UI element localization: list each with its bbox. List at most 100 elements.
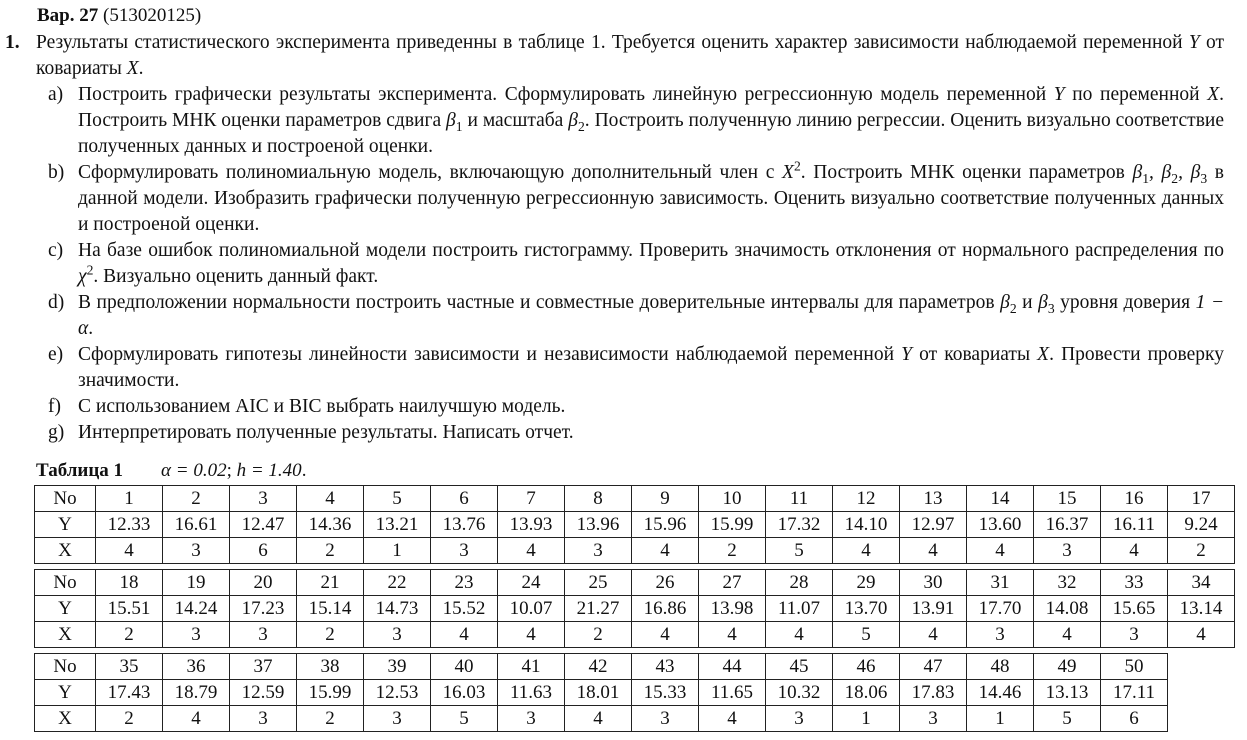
- table-cell: 15.99: [698, 511, 766, 538]
- item-label: f): [48, 396, 61, 417]
- item-label: b): [48, 162, 65, 183]
- table-cell: 20: [229, 569, 297, 596]
- table-cell: 2: [564, 621, 632, 648]
- data-table-block-1: No 1 2 3 4 5 6 7 8 9 10 11 12 13 14 15 16 17 Y 12.33 16.61 12…: [34, 485, 1235, 564]
- table-cell: 1: [363, 537, 431, 564]
- table-cell: 3: [229, 705, 297, 732]
- table-cell: 14: [966, 485, 1034, 512]
- table-cell: 13.93: [497, 511, 565, 538]
- item-label: a): [48, 84, 64, 105]
- table-cell: 17.70: [966, 595, 1034, 622]
- table-cell: 13.21: [363, 511, 431, 538]
- table-cell: 13.60: [966, 511, 1034, 538]
- table-cell: 4: [698, 621, 766, 648]
- table-cell: 13.13: [1033, 679, 1101, 706]
- table-cell: 3: [229, 621, 297, 648]
- table-cell: 17.32: [765, 511, 833, 538]
- math-expression: χ2: [78, 262, 94, 287]
- table-cell: 3: [363, 621, 431, 648]
- table-cell: 30: [899, 569, 967, 596]
- table-cell: 18.06: [832, 679, 900, 706]
- table-cell: 1: [95, 485, 163, 512]
- table-cell: 17.11: [1100, 679, 1168, 706]
- table-cell: 47: [899, 653, 967, 680]
- table-cell: 4: [698, 705, 766, 732]
- table-row-y: Y 15.51 14.24 17.23 15.14 14.73 15.52 10.07 21.2…: [34, 595, 1235, 622]
- table-cell: 13.91: [899, 595, 967, 622]
- table-cell: 11.65: [698, 679, 766, 706]
- table-cell: 3: [899, 705, 967, 732]
- table-cell: 18.79: [162, 679, 230, 706]
- table-cell: 6: [229, 537, 297, 564]
- table-cell: 2: [95, 705, 163, 732]
- math-expression: X: [126, 58, 139, 79]
- table-cell: 43: [631, 653, 699, 680]
- table-row-y: Y 12.33 16.61 12.47 14.36 13.21 13.76 13.93 13.9…: [34, 511, 1235, 538]
- row-header: Y: [34, 679, 96, 706]
- table-cell: 9.24: [1167, 511, 1235, 538]
- variant-title: Вар. 27 (513020125): [37, 5, 201, 27]
- item-text: Интерпретировать полученные результаты. …: [78, 422, 574, 443]
- table-cell: 14.73: [363, 595, 431, 622]
- table-cell: 11.07: [765, 595, 833, 622]
- table-cell: 12.59: [229, 679, 297, 706]
- row-header: No: [34, 569, 96, 596]
- item-text: С использованием AIC и BIC выбрать наилу…: [78, 396, 566, 417]
- table-cell: 7: [497, 485, 565, 512]
- table-cell: 14.08: [1033, 595, 1101, 622]
- table-cell: 42: [564, 653, 632, 680]
- table-cell: 26: [631, 569, 699, 596]
- math-expression: Y: [1188, 32, 1200, 53]
- table-cell: 13.96: [564, 511, 632, 538]
- task-item-d: d) В предположении нормальности построить…: [48, 290, 1224, 342]
- task-item-f: f) С использованием AIC и BIC выбрать наи…: [48, 394, 1224, 420]
- table-cell: 3: [430, 537, 498, 564]
- table-cell: 4: [899, 621, 967, 648]
- table-row-y: Y 17.43 18.79 12.59 15.99 12.53 16.03 11.63 18.0…: [34, 679, 1168, 706]
- table-cell: 12.53: [363, 679, 431, 706]
- row-header: X: [34, 705, 96, 732]
- table-cell: 4: [966, 537, 1034, 564]
- math-expression: β1: [446, 110, 463, 134]
- table-cell: 48: [966, 653, 1034, 680]
- table-cell: 4: [296, 485, 364, 512]
- table-cell: 33: [1100, 569, 1168, 596]
- math-expression: α = 0.02: [161, 460, 227, 481]
- table-cell: 36: [162, 653, 230, 680]
- table-cell: 24: [497, 569, 565, 596]
- task-items: a) Построить графически результаты экспер…: [5, 82, 1224, 446]
- table-cell: 1: [832, 705, 900, 732]
- table-cell: 2: [95, 621, 163, 648]
- table-cell: 10.32: [765, 679, 833, 706]
- table-cell: 18.01: [564, 679, 632, 706]
- table-title: Таблица 1: [36, 460, 124, 481]
- table-cell: 15.65: [1100, 595, 1168, 622]
- table-cell: 13.76: [430, 511, 498, 538]
- table-cell: 3: [162, 621, 230, 648]
- table-cell: 5: [363, 485, 431, 512]
- math-expression: β3: [1038, 292, 1055, 316]
- math-expression: Y: [901, 344, 913, 365]
- table-cell: 37: [229, 653, 297, 680]
- table-cell: 40: [430, 653, 498, 680]
- table-cell: 39: [363, 653, 431, 680]
- table-cell: 15.99: [296, 679, 364, 706]
- table-cell: 50: [1100, 653, 1168, 680]
- math-expression: 1 − α: [78, 292, 1224, 339]
- item-text: На базе ошибок полиномиальной модели пос…: [78, 240, 1224, 287]
- math-expression: X2: [782, 158, 801, 183]
- table-row-no: No 35 36 37 38 39 40 41 42 43 44 45 46 47 48 49 50: [34, 653, 1168, 680]
- table-cell: 10: [698, 485, 766, 512]
- item-text: В предположении нормальности построить ч…: [78, 292, 1224, 339]
- table-cell: 5: [765, 537, 833, 564]
- row-header: No: [34, 485, 96, 512]
- table-cell: 12: [832, 485, 900, 512]
- table-cell: 3: [229, 485, 297, 512]
- table-cell: 45: [765, 653, 833, 680]
- table-cell: 4: [765, 621, 833, 648]
- table-cell: 17: [1167, 485, 1235, 512]
- table-cell: 38: [296, 653, 364, 680]
- table-cell: 9: [631, 485, 699, 512]
- table-cell: 17.43: [95, 679, 163, 706]
